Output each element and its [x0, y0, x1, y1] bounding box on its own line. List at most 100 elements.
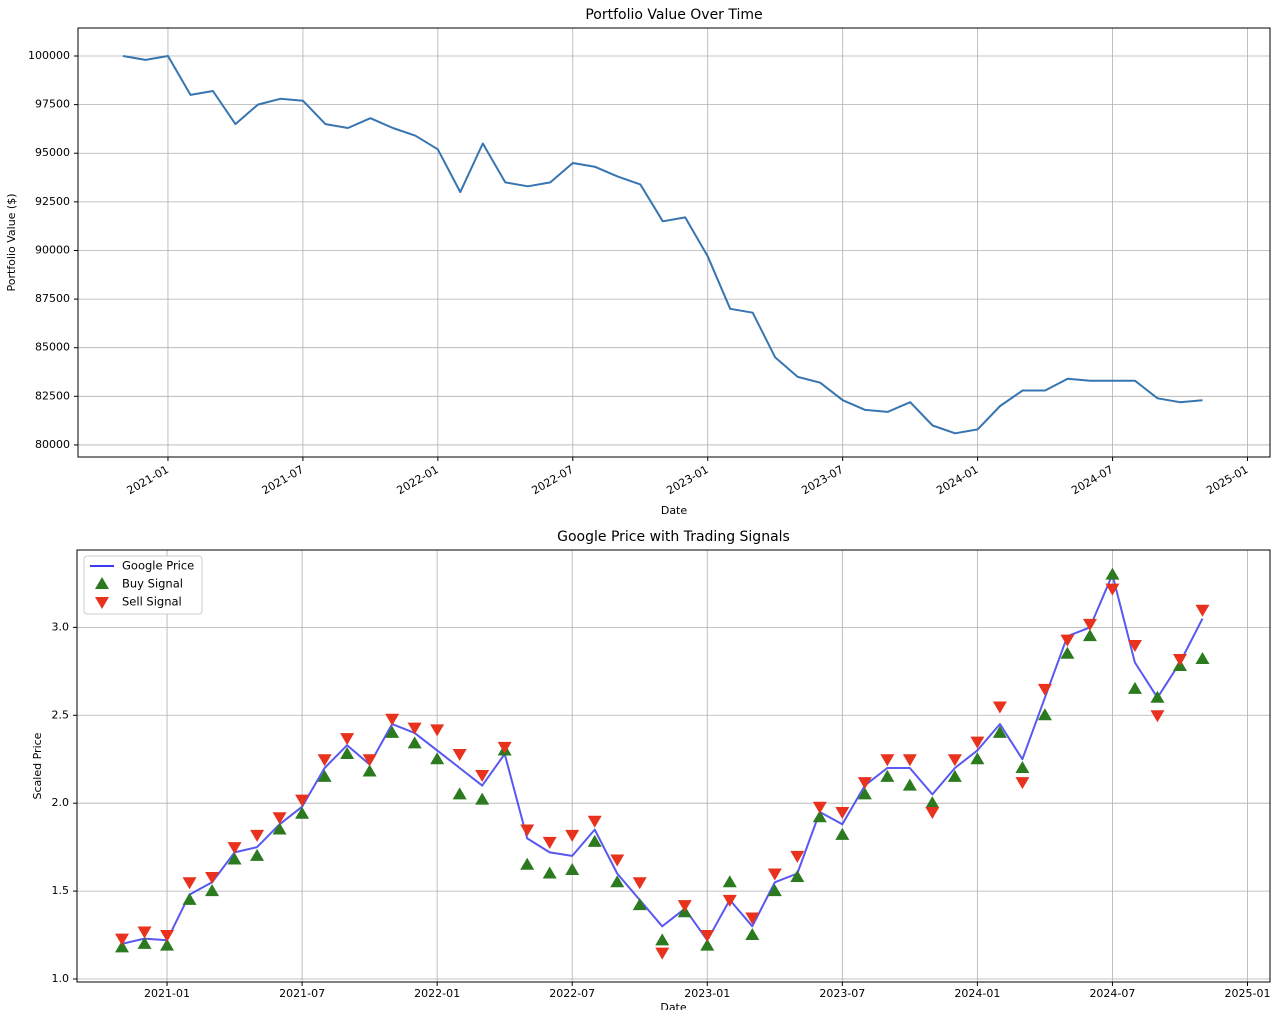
signal-marker: [767, 868, 782, 881]
signal-marker: [902, 778, 917, 791]
signal-marker: [115, 933, 130, 946]
legend-marker: [95, 597, 109, 609]
signal-marker: [205, 884, 220, 897]
signal-marker: [632, 877, 647, 890]
chart-title: Google Price with Trading Signals: [557, 529, 790, 545]
signal-marker: [700, 930, 715, 943]
signal-marker: [1060, 634, 1075, 647]
signal-marker: [160, 930, 175, 943]
x-tick-label: 2024-01: [934, 463, 980, 497]
signal-marker: [430, 724, 445, 737]
signal-marker: [857, 777, 872, 790]
data-line: [121, 573, 1204, 945]
signal-marker: [205, 872, 220, 885]
signal-marker: [1037, 683, 1052, 696]
x-tick-label: 2024-07: [1089, 987, 1135, 1000]
signal-marker: [542, 836, 557, 849]
x-tick-label: 2021-07: [279, 987, 325, 1000]
signal-marker: [925, 796, 940, 809]
y-tick-label: 2.5: [52, 708, 70, 721]
signal-marker: [700, 938, 715, 951]
signal-marker: [295, 806, 310, 819]
plot: [115, 567, 1210, 960]
signal-marker: [610, 875, 625, 888]
signal-marker: [1172, 654, 1187, 667]
signal-marker: [250, 829, 265, 842]
signal-marker: [992, 725, 1007, 738]
signal-marker: [452, 748, 467, 761]
signal-marker: [1150, 690, 1165, 703]
data-line: [122, 55, 1203, 435]
signal-marker: [1127, 639, 1142, 652]
signal-marker: [970, 736, 985, 749]
signal-marker: [520, 824, 535, 837]
signal-marker: [632, 898, 647, 911]
signal-marker: [925, 806, 940, 819]
signal-marker: [430, 752, 445, 765]
x-tick-label: 2022-01: [395, 463, 441, 497]
signal-marker: [655, 933, 670, 946]
x-tick-label: 2025-01: [1204, 463, 1250, 497]
signal-marker: [565, 829, 580, 842]
signal-marker: [1105, 583, 1120, 596]
chart-title: Portfolio Value Over Time: [585, 7, 762, 23]
signal-marker: [475, 792, 490, 805]
x-tick-label: 2022-07: [549, 987, 595, 1000]
signal-marker: [475, 770, 490, 783]
x-tick-label: 2022-01: [414, 987, 460, 1000]
signal-marker: [1105, 567, 1120, 580]
signal-marker: [902, 754, 917, 767]
x-tick-label: 2023-01: [684, 987, 730, 1000]
y-tick-label: 85000: [35, 341, 70, 354]
y-tick-label: 92500: [35, 195, 70, 208]
plot-frame: [77, 27, 1271, 458]
signal-marker: [1037, 708, 1052, 721]
signal-marker: [182, 892, 197, 905]
x-tick-label: 2021-07: [260, 463, 306, 497]
signal-marker: [227, 842, 242, 855]
signal-marker: [250, 848, 265, 861]
legend-label: Google Price: [122, 559, 194, 573]
signal-marker: [722, 875, 737, 888]
signal-marker: [1060, 646, 1075, 659]
legend-marker: [95, 577, 109, 589]
signal-marker: [340, 746, 355, 759]
signal-marker: [407, 736, 422, 749]
signal-marker: [835, 806, 850, 819]
plot: [122, 55, 1203, 435]
y-tick-label: 2.0: [52, 796, 70, 809]
x-tick-label: 2025-01: [1225, 987, 1271, 1000]
y-tick-label: 80000: [35, 438, 70, 451]
signal-marker: [227, 852, 242, 865]
signal-marker: [317, 769, 332, 782]
signal-marker: [587, 815, 602, 828]
signal-marker: [137, 936, 152, 949]
signal-marker: [880, 754, 895, 767]
y-tick-label: 100000: [28, 49, 70, 62]
signal-marker: [767, 884, 782, 897]
y-axis-label: Scaled Price: [31, 732, 44, 799]
signal-marker: [812, 810, 827, 823]
legend-box: [83, 555, 203, 615]
signal-marker: [272, 812, 287, 825]
signal-marker: [542, 866, 557, 879]
signal-marker: [1150, 710, 1165, 723]
signal-marker: [1015, 777, 1030, 790]
y-axis-label: Portfolio Value ($): [5, 193, 18, 291]
x-tick-label: 2023-07: [799, 463, 845, 497]
signal-marker: [745, 928, 760, 941]
signal-marker: [362, 764, 377, 777]
signal-marker: [137, 926, 152, 939]
signal-marker: [385, 725, 400, 738]
x-axis-label: Date: [660, 1001, 687, 1010]
y-tick-label: 1.0: [52, 972, 70, 985]
y-tick-label: 97500: [35, 98, 70, 111]
signal-marker: [182, 877, 197, 890]
signal-marker: [655, 947, 670, 960]
signal-marker: [115, 940, 130, 953]
signal-marker: [385, 713, 400, 726]
y-tick-label: 1.5: [52, 884, 70, 897]
signal-marker: [1127, 681, 1142, 694]
signal-marker: [610, 854, 625, 867]
